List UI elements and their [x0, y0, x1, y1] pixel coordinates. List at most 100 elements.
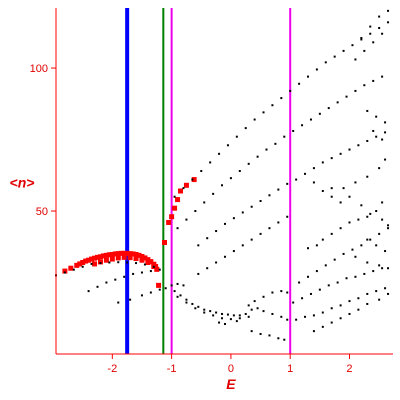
- data-point: [339, 304, 342, 307]
- data-point: [321, 325, 324, 328]
- data-point: [212, 314, 215, 317]
- y-axis-title: <n>: [10, 174, 35, 190]
- data-point: [372, 270, 375, 273]
- x-tick-label: 0: [228, 363, 234, 375]
- data-point: [114, 278, 117, 281]
- data-point: [381, 218, 384, 221]
- data-point: [178, 188, 184, 194]
- data-point: [381, 267, 384, 270]
- data-point: [342, 49, 345, 52]
- data-point: [369, 32, 372, 35]
- data-point: [182, 187, 185, 190]
- data-point: [277, 337, 280, 340]
- data-point: [158, 288, 161, 291]
- data-point: [92, 261, 98, 267]
- data-point: [354, 181, 357, 184]
- data-point: [241, 211, 244, 214]
- data-point: [130, 251, 136, 257]
- data-point: [194, 307, 197, 310]
- y-tick-label: 100: [30, 63, 48, 75]
- data-point: [203, 311, 206, 314]
- data-point: [318, 112, 321, 115]
- data-point: [235, 135, 238, 138]
- data-point: [375, 135, 378, 138]
- data-point: [241, 244, 244, 247]
- data-point: [218, 152, 221, 155]
- data-point: [164, 287, 167, 290]
- data-point: [309, 118, 312, 121]
- data-point: [312, 181, 315, 184]
- data-point: [375, 115, 378, 118]
- data-point: [280, 290, 283, 293]
- data-point: [372, 41, 375, 44]
- data-point: [312, 314, 315, 317]
- data-point: [112, 251, 118, 257]
- data-point: [221, 312, 224, 315]
- data-point: [149, 270, 152, 273]
- data-point: [321, 311, 324, 314]
- data-point: [250, 205, 253, 208]
- data-point: [330, 195, 333, 198]
- data-point: [133, 251, 139, 257]
- data-point: [140, 271, 143, 274]
- x-tick-label: 2: [346, 363, 352, 375]
- data-point: [327, 107, 330, 110]
- data-point: [90, 262, 93, 265]
- data-point: [250, 308, 253, 311]
- data-point: [262, 310, 265, 313]
- data-point: [156, 282, 162, 288]
- data-point: [360, 244, 363, 247]
- data-point: [348, 221, 351, 224]
- data-point: [97, 254, 103, 260]
- data-point: [274, 142, 277, 145]
- reference-lines: [125, 8, 292, 354]
- data-point: [145, 257, 151, 263]
- data-point: [357, 218, 360, 221]
- data-point: [354, 275, 357, 278]
- data-point: [369, 25, 372, 28]
- data-point: [183, 182, 189, 188]
- data-point: [232, 314, 235, 317]
- data-point: [95, 254, 101, 260]
- data-point: [306, 275, 309, 278]
- data-point: [387, 9, 390, 12]
- data-point: [212, 192, 215, 195]
- data-series: [55, 9, 390, 341]
- data-point: [197, 305, 200, 308]
- data-point: [348, 300, 351, 303]
- data-point: [339, 227, 342, 230]
- data-point: [324, 61, 327, 64]
- data-point: [271, 291, 274, 294]
- data-point: [215, 230, 218, 233]
- data-point: [117, 301, 120, 304]
- data-point: [268, 194, 271, 197]
- data-point: [330, 187, 333, 190]
- data-point: [298, 281, 301, 284]
- data-point: [315, 270, 318, 273]
- data-point: [387, 267, 390, 270]
- data-point: [345, 277, 348, 280]
- data-point: [387, 224, 390, 227]
- data-point: [295, 178, 298, 181]
- data-point: [223, 322, 226, 325]
- data-point: [105, 281, 108, 284]
- data-point: [351, 248, 354, 251]
- data-point: [312, 167, 315, 170]
- data-point: [142, 255, 148, 261]
- data-point: [96, 285, 99, 288]
- data-point: [106, 252, 112, 258]
- data-point: [366, 215, 369, 218]
- data-point: [286, 291, 289, 294]
- data-point: [366, 292, 369, 295]
- data-point: [289, 89, 292, 92]
- data-point: [304, 172, 307, 175]
- data-point: [238, 317, 241, 320]
- data-point: [333, 55, 336, 58]
- data-point: [185, 218, 188, 221]
- data-point: [139, 253, 145, 259]
- data-point: [247, 315, 250, 318]
- data-point: [221, 184, 224, 187]
- data-point: [123, 275, 126, 278]
- data-point: [315, 68, 318, 71]
